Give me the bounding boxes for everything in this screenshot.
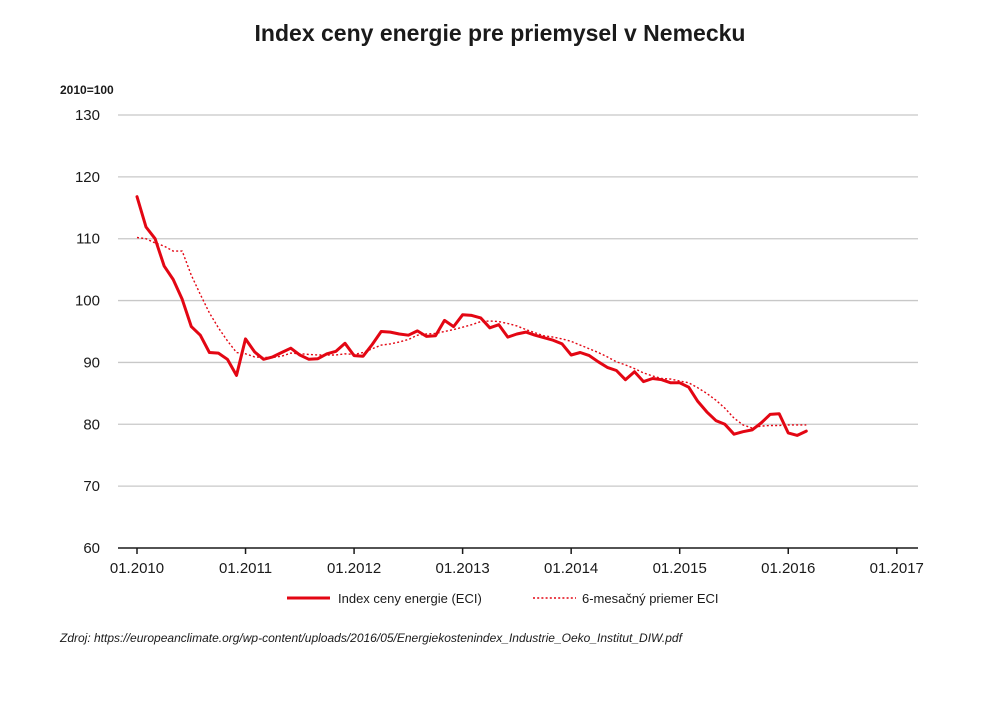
series-line-6m-average: [136, 236, 807, 429]
source-note: Zdroj: https://europeanclimate.org/wp-co…: [60, 631, 682, 645]
x-tick-label: 01.2014: [544, 560, 598, 577]
unit-label: 2010=100: [60, 83, 114, 97]
x-tick-label: 01.2011: [219, 560, 272, 577]
legend: Index ceny energie (ECI) 6-mesačný prieme…: [287, 591, 719, 606]
gridlines: [118, 114, 918, 487]
y-tick-label: 60: [83, 540, 100, 557]
series-lines: [135, 195, 808, 437]
y-tick-label: 120: [75, 169, 100, 186]
x-tick-label: 01.2010: [110, 560, 164, 577]
y-tick-label: 90: [83, 354, 100, 371]
y-tick-label: 100: [75, 293, 100, 310]
legend-label: Index ceny energie (ECI): [338, 591, 482, 606]
x-tick-label: 01.2017: [870, 560, 924, 577]
chart-title: Index ceny energie pre priemysel v Nemec…: [254, 20, 746, 46]
x-tick-label: 01.2013: [436, 560, 490, 577]
x-tick-label: 01.2015: [653, 560, 707, 577]
x-tick-label: 01.2016: [761, 560, 815, 577]
x-tick-label: 01.2012: [327, 560, 381, 577]
series-line-eci: [135, 195, 808, 437]
legend-label: 6-mesačný priemer ECI: [582, 591, 719, 606]
y-tick-label: 70: [83, 478, 100, 495]
axes: 60 70 80 90 100 110 120 130 01.2010 01.2011 01.201…: [75, 107, 924, 577]
y-tick-label: 80: [83, 416, 100, 433]
y-tick-label: 110: [76, 231, 100, 248]
y-tick-label: 130: [75, 107, 100, 124]
